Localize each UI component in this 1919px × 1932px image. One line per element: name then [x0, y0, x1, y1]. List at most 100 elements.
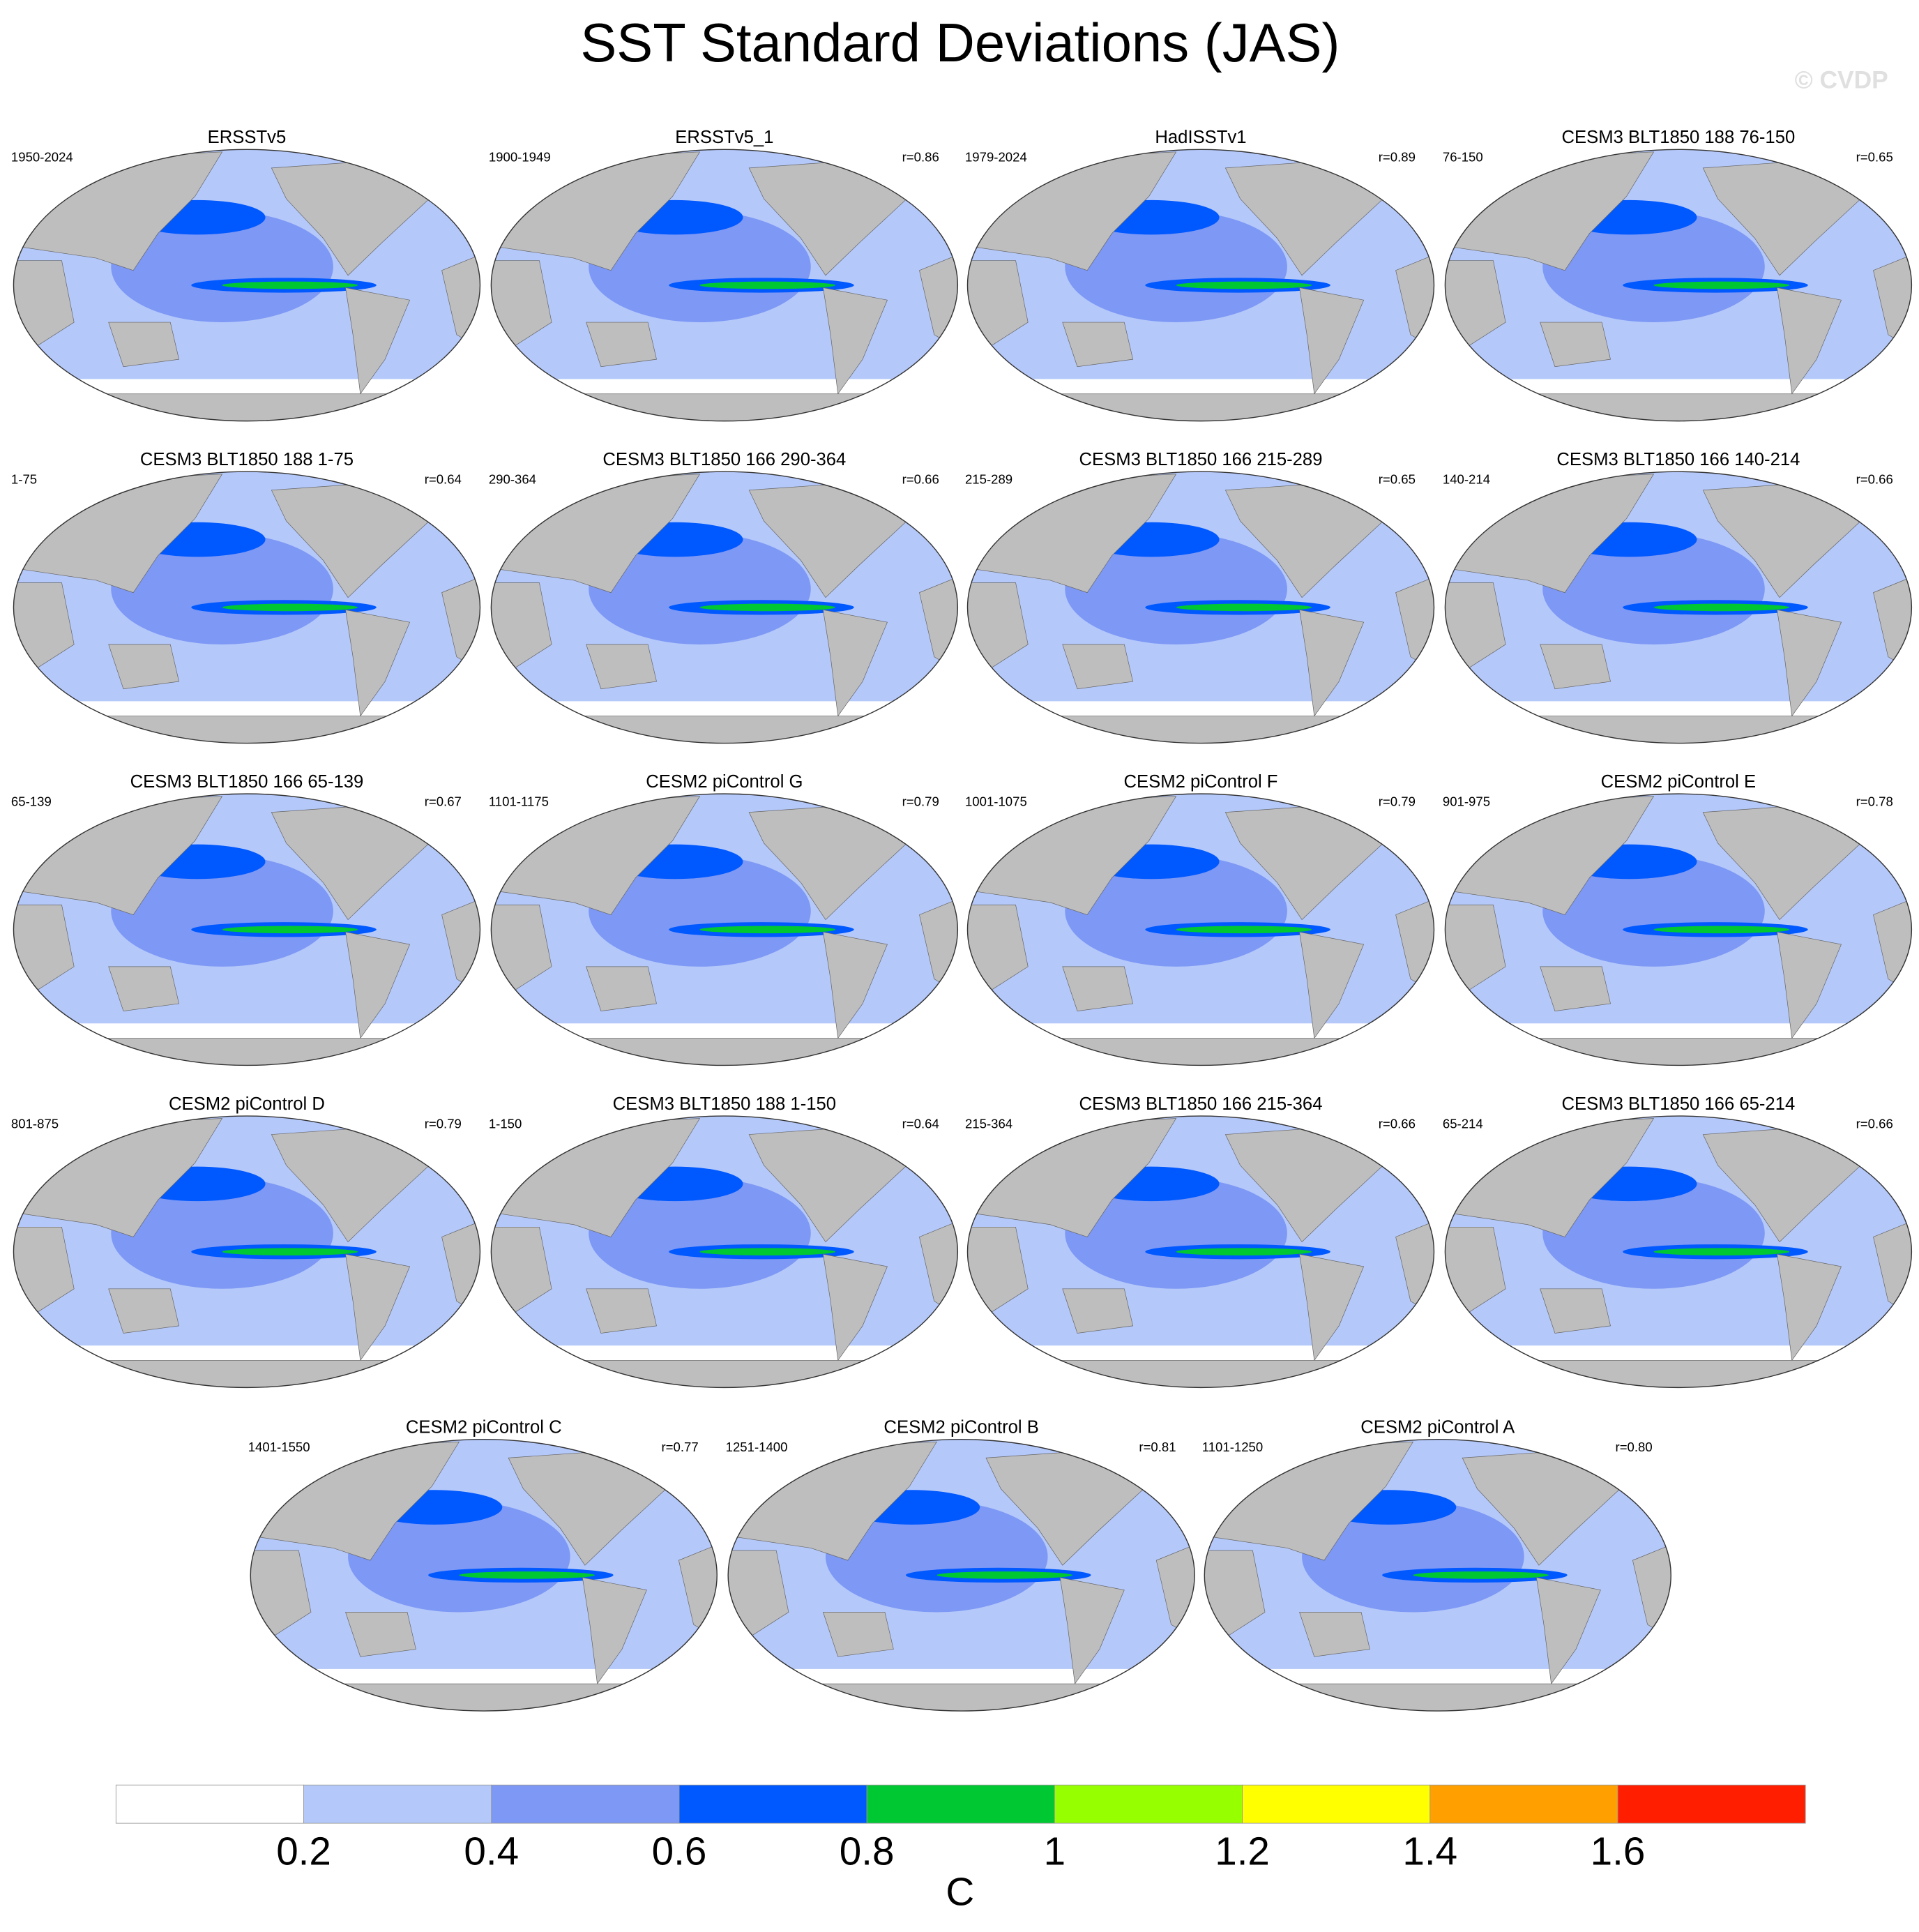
panel-correlation: r=0.79: [425, 1116, 462, 1131]
panel-title: CESM3 BLT1850 188 1-150: [613, 1094, 836, 1114]
panel-title: CESM2 piControl B: [883, 1418, 1038, 1437]
map-panel: CESM2 piControl F 1001-1075 r=0.79: [965, 772, 1435, 1069]
map-panel: CESM3 BLT1850 166 65-139 65-139 r=0.67: [11, 772, 481, 1069]
colorbar-tick-label: 0.4: [464, 1829, 519, 1873]
panel-title: CESM2 piControl E: [1601, 772, 1756, 792]
map-panel: CESM3 BLT1850 188 1-150 1-150 r=0.64: [489, 1094, 959, 1391]
map-panel: CESM3 BLT1850 166 140-214 140-214 r=0.66: [1443, 450, 1913, 747]
panel-correlation: r=0.78: [1856, 794, 1893, 808]
color-swatch: [678, 1784, 867, 1824]
panel-period: 65-139: [11, 794, 52, 808]
panel-correlation: r=0.79: [1379, 794, 1416, 808]
color-swatch: [1617, 1784, 1806, 1824]
map-panel: HadISSTv1 1979-2024 r=0.89: [965, 128, 1435, 425]
panel-period: 1401-1550: [248, 1440, 310, 1454]
map-panel: CESM3 BLT1850 166 215-289 215-289 r=0.65: [965, 450, 1435, 747]
panel-period: 1-150: [489, 1116, 522, 1131]
panel-correlation: r=0.66: [1856, 471, 1893, 486]
panel-title: ERSSTv5_1: [675, 128, 773, 147]
panel-correlation: r=0.79: [902, 794, 939, 808]
colorbar: 0.2 0.4 0.6 0.8 1 1.2 1.4 1.6: [115, 1784, 1806, 1873]
map: [490, 149, 960, 425]
map: [966, 1115, 1436, 1391]
panel-title: CESM3 BLT1850 166 65-214: [1562, 1094, 1796, 1114]
map: [249, 1438, 718, 1714]
map: [13, 470, 482, 746]
colorbar-tick-label: 1.2: [1215, 1829, 1270, 1873]
panel-period: 290-364: [489, 471, 536, 486]
panel-period: 1900-1949: [489, 150, 551, 165]
panel-title: CESM3 BLT1850 166 215-364: [1079, 1094, 1323, 1114]
color-swatch: [303, 1784, 492, 1824]
colorbar-tick-label: 1.4: [1402, 1829, 1457, 1873]
panel-period: 140-214: [1443, 471, 1490, 486]
map-panel: CESM2 piControl D 801-875 r=0.79: [11, 1094, 481, 1391]
map-panel: CESM2 piControl C 1401-1550 r=0.77: [248, 1418, 718, 1715]
map: [13, 1115, 482, 1391]
panel-title: CESM2 piControl C: [406, 1418, 562, 1437]
panel-period: 1-75: [11, 471, 37, 486]
panel-correlation: r=0.86: [902, 150, 939, 165]
color-swatch: [115, 1784, 305, 1824]
panel-correlation: r=0.66: [902, 471, 939, 486]
map: [13, 792, 482, 1069]
map-panel: CESM3 BLT1850 188 76-150 76-150 r=0.65: [1443, 128, 1913, 425]
panel-correlation: r=0.66: [1379, 1116, 1416, 1131]
map: [490, 1115, 960, 1391]
panel-period: 1101-1175: [489, 794, 549, 808]
color-swatch: [1242, 1784, 1431, 1824]
colorbar-tick-label: 0.6: [652, 1829, 707, 1873]
panel-correlation: r=0.81: [1139, 1440, 1176, 1454]
panel-correlation: r=0.80: [1616, 1440, 1653, 1454]
map-panel: CESM3 BLT1850 166 290-364 290-364 r=0.66: [489, 450, 959, 747]
panel-title: HadISSTv1: [1155, 128, 1246, 147]
panel-title: CESM3 BLT1850 188 1-75: [140, 450, 354, 469]
panel-period: 215-364: [965, 1116, 1012, 1131]
color-swatch: [1429, 1784, 1618, 1824]
panel-title: CESM3 BLT1850 188 76-150: [1562, 128, 1796, 147]
map-panel: CESM3 BLT1850 166 65-214 65-214 r=0.66: [1443, 1094, 1913, 1391]
panel-correlation: r=0.65: [1856, 150, 1893, 165]
panel-title: CESM2 piControl A: [1360, 1418, 1515, 1437]
colorbar-tick-label: 1.6: [1591, 1829, 1646, 1873]
panel-correlation: r=0.65: [1379, 471, 1416, 486]
map: [727, 1438, 1196, 1714]
color-swatch: [866, 1784, 1055, 1824]
panel-period: 1001-1075: [965, 794, 1027, 808]
map-panel: CESM2 piControl A 1101-1250 r=0.80: [1202, 1418, 1672, 1715]
panel-correlation: r=0.66: [1856, 1116, 1893, 1131]
map: [1444, 1115, 1913, 1391]
panel-period: 65-214: [1443, 1116, 1483, 1131]
map-panel: CESM3 BLT1850 166 215-364 215-364 r=0.66: [965, 1094, 1435, 1391]
map: [13, 149, 482, 425]
map-panel: ERSSTv5_1 1900-1949 r=0.86: [489, 128, 959, 425]
panel-correlation: r=0.64: [425, 471, 462, 486]
map-panel: CESM2 piControl E 901-975 r=0.78: [1443, 772, 1913, 1069]
panel-title: CESM2 piControl D: [169, 1094, 325, 1114]
color-swatch: [1054, 1784, 1243, 1824]
panels: ERSSTv5 1950-2024 ERSSTv5_1 1900-1949 r=0.86…: [11, 128, 1913, 1714]
colorbar-tick-label: 0.8: [840, 1829, 895, 1873]
panel-correlation: r=0.64: [902, 1116, 939, 1131]
map: [490, 792, 960, 1069]
map: [1204, 1438, 1673, 1714]
panel-period: 1251-1400: [726, 1440, 788, 1454]
panel-title: CESM2 piControl F: [1123, 772, 1277, 792]
map-panel: ERSSTv5 1950-2024: [11, 128, 481, 425]
map: [1444, 149, 1913, 425]
panel-title: CESM3 BLT1850 166 65-139: [130, 772, 364, 792]
panel-correlation: r=0.67: [425, 794, 462, 808]
map: [966, 470, 1436, 746]
map: [966, 792, 1436, 1069]
map: [966, 149, 1436, 425]
panel-title: CESM3 BLT1850 166 140-214: [1556, 450, 1800, 469]
panel-period: 901-975: [1443, 794, 1490, 808]
map-panel: CESM3 BLT1850 188 1-75 1-75 r=0.64: [11, 450, 481, 747]
panel-period: 215-289: [965, 471, 1012, 486]
panel-correlation: r=0.89: [1379, 150, 1416, 165]
map-panel: CESM2 piControl G 1101-1175 r=0.79: [489, 772, 959, 1069]
colorbar-tick-label: 0.2: [276, 1829, 331, 1873]
watermark: © CVDP: [1795, 66, 1888, 93]
color-swatch: [491, 1784, 680, 1824]
